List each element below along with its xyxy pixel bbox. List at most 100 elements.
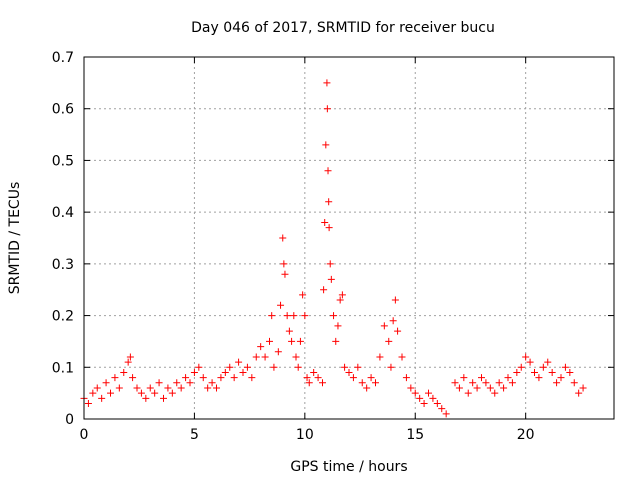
y-tick-label: 0.5 bbox=[52, 153, 74, 169]
data-point bbox=[283, 312, 291, 320]
data-point bbox=[146, 384, 154, 392]
data-point bbox=[341, 363, 349, 371]
data-point bbox=[338, 291, 346, 299]
y-tick-label: 0.6 bbox=[52, 102, 74, 118]
y-tick-label: 0 bbox=[65, 412, 74, 428]
data-point bbox=[102, 379, 110, 387]
data-point bbox=[235, 358, 243, 366]
data-point bbox=[303, 374, 311, 382]
data-point bbox=[495, 379, 503, 387]
data-point bbox=[277, 301, 285, 309]
data-point bbox=[285, 327, 293, 335]
data-point bbox=[557, 374, 565, 382]
data-point bbox=[389, 317, 397, 325]
data-point bbox=[177, 384, 185, 392]
grid bbox=[84, 57, 614, 419]
data-point bbox=[296, 337, 304, 345]
data-point bbox=[292, 353, 300, 361]
x-axis-label: GPS time / hours bbox=[290, 459, 407, 475]
data-point bbox=[535, 374, 543, 382]
data-point bbox=[321, 218, 329, 226]
data-point bbox=[442, 410, 450, 418]
data-point bbox=[288, 337, 296, 345]
ticks: 0 5 10 15 20 0 0.1 0.2 0.3 0.4 0.5 0.6 0.7 bbox=[52, 50, 614, 443]
data-point bbox=[294, 363, 302, 371]
data-point bbox=[575, 389, 583, 397]
data-point bbox=[324, 167, 332, 175]
data-point bbox=[455, 384, 463, 392]
y-axis-label: SRMTID / TECUs bbox=[7, 182, 23, 295]
data-point bbox=[433, 399, 441, 407]
data-point bbox=[160, 394, 167, 402]
data-point bbox=[398, 353, 406, 361]
data-point bbox=[164, 384, 172, 392]
data-point bbox=[190, 368, 198, 376]
y-tick-label: 0.2 bbox=[52, 309, 74, 325]
data-point bbox=[469, 379, 477, 387]
data-point bbox=[115, 384, 123, 392]
data-point bbox=[107, 389, 114, 397]
data-point bbox=[363, 384, 371, 392]
data-point bbox=[531, 368, 538, 376]
data-point bbox=[411, 389, 419, 397]
data-point bbox=[394, 327, 402, 335]
data-point bbox=[323, 105, 331, 113]
data-point bbox=[199, 374, 207, 382]
data-point bbox=[168, 389, 176, 397]
data-point bbox=[464, 389, 472, 397]
plot-frame bbox=[83, 56, 615, 420]
data-point bbox=[425, 389, 432, 397]
data-point bbox=[579, 384, 587, 392]
data-point bbox=[230, 374, 238, 382]
data-point bbox=[126, 353, 134, 361]
data-point bbox=[387, 363, 395, 371]
data-point bbox=[89, 389, 97, 397]
data-point bbox=[354, 363, 362, 371]
data-point bbox=[266, 337, 273, 345]
data-point bbox=[372, 379, 379, 387]
data-point bbox=[508, 379, 516, 387]
data-point bbox=[349, 374, 357, 382]
data-point bbox=[522, 353, 530, 361]
data-point bbox=[367, 374, 375, 382]
data-point bbox=[239, 368, 247, 376]
data-point bbox=[310, 368, 318, 376]
data-point bbox=[504, 374, 512, 382]
data-point bbox=[248, 374, 256, 382]
data-point bbox=[539, 363, 547, 371]
data-point bbox=[208, 379, 216, 387]
data-point bbox=[221, 368, 229, 376]
data-point bbox=[290, 312, 298, 320]
data-point bbox=[330, 312, 338, 320]
data-point bbox=[336, 296, 344, 304]
data-point bbox=[137, 389, 145, 397]
data-point bbox=[322, 141, 330, 149]
data-point bbox=[334, 322, 342, 330]
data-point bbox=[548, 368, 556, 376]
chart-title: Day 046 of 2017, SRMTID for receiver buc… bbox=[191, 20, 495, 36]
data-point bbox=[261, 353, 269, 361]
data-point bbox=[319, 379, 326, 387]
y-tick-label: 0.7 bbox=[52, 50, 74, 66]
data-point bbox=[482, 379, 490, 387]
data-point bbox=[182, 374, 190, 382]
data-point bbox=[553, 379, 561, 387]
x-tick-label: 15 bbox=[406, 427, 424, 443]
data-point bbox=[84, 399, 92, 407]
data-point bbox=[566, 368, 574, 376]
data-point bbox=[299, 291, 307, 299]
data-point bbox=[500, 384, 508, 392]
data-point bbox=[142, 394, 150, 402]
x-tick-label: 20 bbox=[517, 427, 535, 443]
data-point bbox=[155, 379, 163, 387]
data-point bbox=[280, 260, 288, 268]
data-point bbox=[195, 363, 203, 371]
data-point bbox=[420, 399, 428, 407]
data-point bbox=[416, 394, 424, 402]
data-point bbox=[129, 374, 137, 382]
data-point bbox=[478, 374, 485, 382]
data-point bbox=[133, 384, 141, 392]
data-point bbox=[320, 286, 328, 294]
data-point bbox=[204, 384, 212, 392]
